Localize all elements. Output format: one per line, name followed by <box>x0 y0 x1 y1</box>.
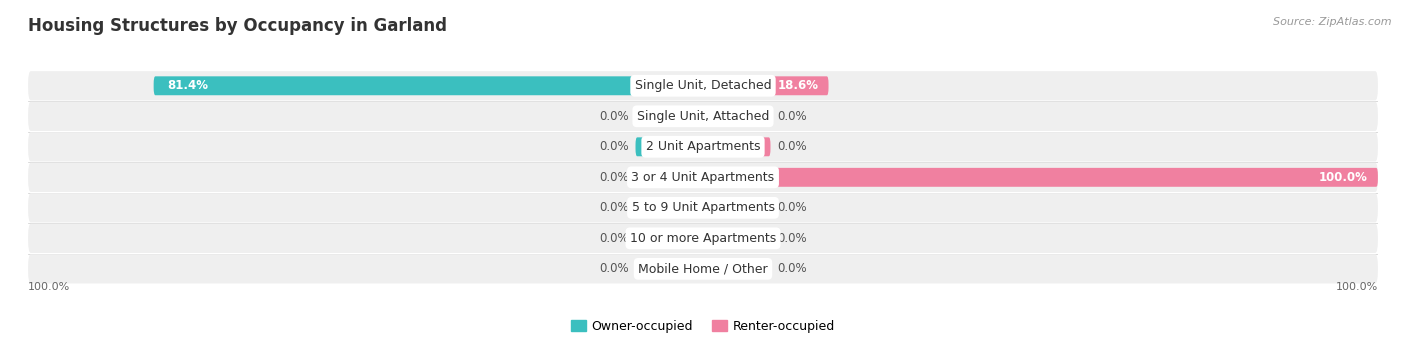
FancyBboxPatch shape <box>703 137 770 156</box>
FancyBboxPatch shape <box>153 76 703 95</box>
Text: 100.0%: 100.0% <box>28 282 70 292</box>
Legend: Owner-occupied, Renter-occupied: Owner-occupied, Renter-occupied <box>565 315 841 338</box>
Text: Housing Structures by Occupancy in Garland: Housing Structures by Occupancy in Garla… <box>28 17 447 35</box>
Text: 2 Unit Apartments: 2 Unit Apartments <box>645 140 761 153</box>
FancyBboxPatch shape <box>28 102 1378 131</box>
Text: 0.0%: 0.0% <box>778 232 807 245</box>
Text: Mobile Home / Other: Mobile Home / Other <box>638 262 768 275</box>
FancyBboxPatch shape <box>703 229 770 248</box>
Text: 0.0%: 0.0% <box>599 262 628 275</box>
FancyBboxPatch shape <box>703 107 770 126</box>
FancyBboxPatch shape <box>28 224 1378 253</box>
Text: 100.0%: 100.0% <box>1336 282 1378 292</box>
FancyBboxPatch shape <box>636 198 703 217</box>
Text: 3 or 4 Unit Apartments: 3 or 4 Unit Apartments <box>631 171 775 184</box>
Text: 10 or more Apartments: 10 or more Apartments <box>630 232 776 245</box>
Text: Source: ZipAtlas.com: Source: ZipAtlas.com <box>1274 17 1392 27</box>
FancyBboxPatch shape <box>636 168 703 187</box>
Text: Single Unit, Detached: Single Unit, Detached <box>634 79 772 92</box>
Text: 0.0%: 0.0% <box>778 201 807 214</box>
FancyBboxPatch shape <box>703 260 770 278</box>
FancyBboxPatch shape <box>703 168 1378 187</box>
FancyBboxPatch shape <box>636 107 703 126</box>
Text: Single Unit, Attached: Single Unit, Attached <box>637 110 769 123</box>
FancyBboxPatch shape <box>703 76 828 95</box>
FancyBboxPatch shape <box>28 254 1378 283</box>
FancyBboxPatch shape <box>28 193 1378 222</box>
Text: 18.6%: 18.6% <box>778 79 818 92</box>
Text: 0.0%: 0.0% <box>599 201 628 214</box>
Text: 81.4%: 81.4% <box>167 79 208 92</box>
FancyBboxPatch shape <box>636 260 703 278</box>
Text: 0.0%: 0.0% <box>599 140 628 153</box>
FancyBboxPatch shape <box>636 229 703 248</box>
Text: 0.0%: 0.0% <box>599 110 628 123</box>
Text: 5 to 9 Unit Apartments: 5 to 9 Unit Apartments <box>631 201 775 214</box>
FancyBboxPatch shape <box>28 163 1378 192</box>
FancyBboxPatch shape <box>703 198 770 217</box>
Text: 0.0%: 0.0% <box>778 140 807 153</box>
Text: 100.0%: 100.0% <box>1319 171 1368 184</box>
FancyBboxPatch shape <box>636 137 703 156</box>
Text: 0.0%: 0.0% <box>599 171 628 184</box>
Text: 0.0%: 0.0% <box>599 232 628 245</box>
Text: 0.0%: 0.0% <box>778 110 807 123</box>
FancyBboxPatch shape <box>28 71 1378 101</box>
Text: 0.0%: 0.0% <box>778 262 807 275</box>
FancyBboxPatch shape <box>28 132 1378 161</box>
